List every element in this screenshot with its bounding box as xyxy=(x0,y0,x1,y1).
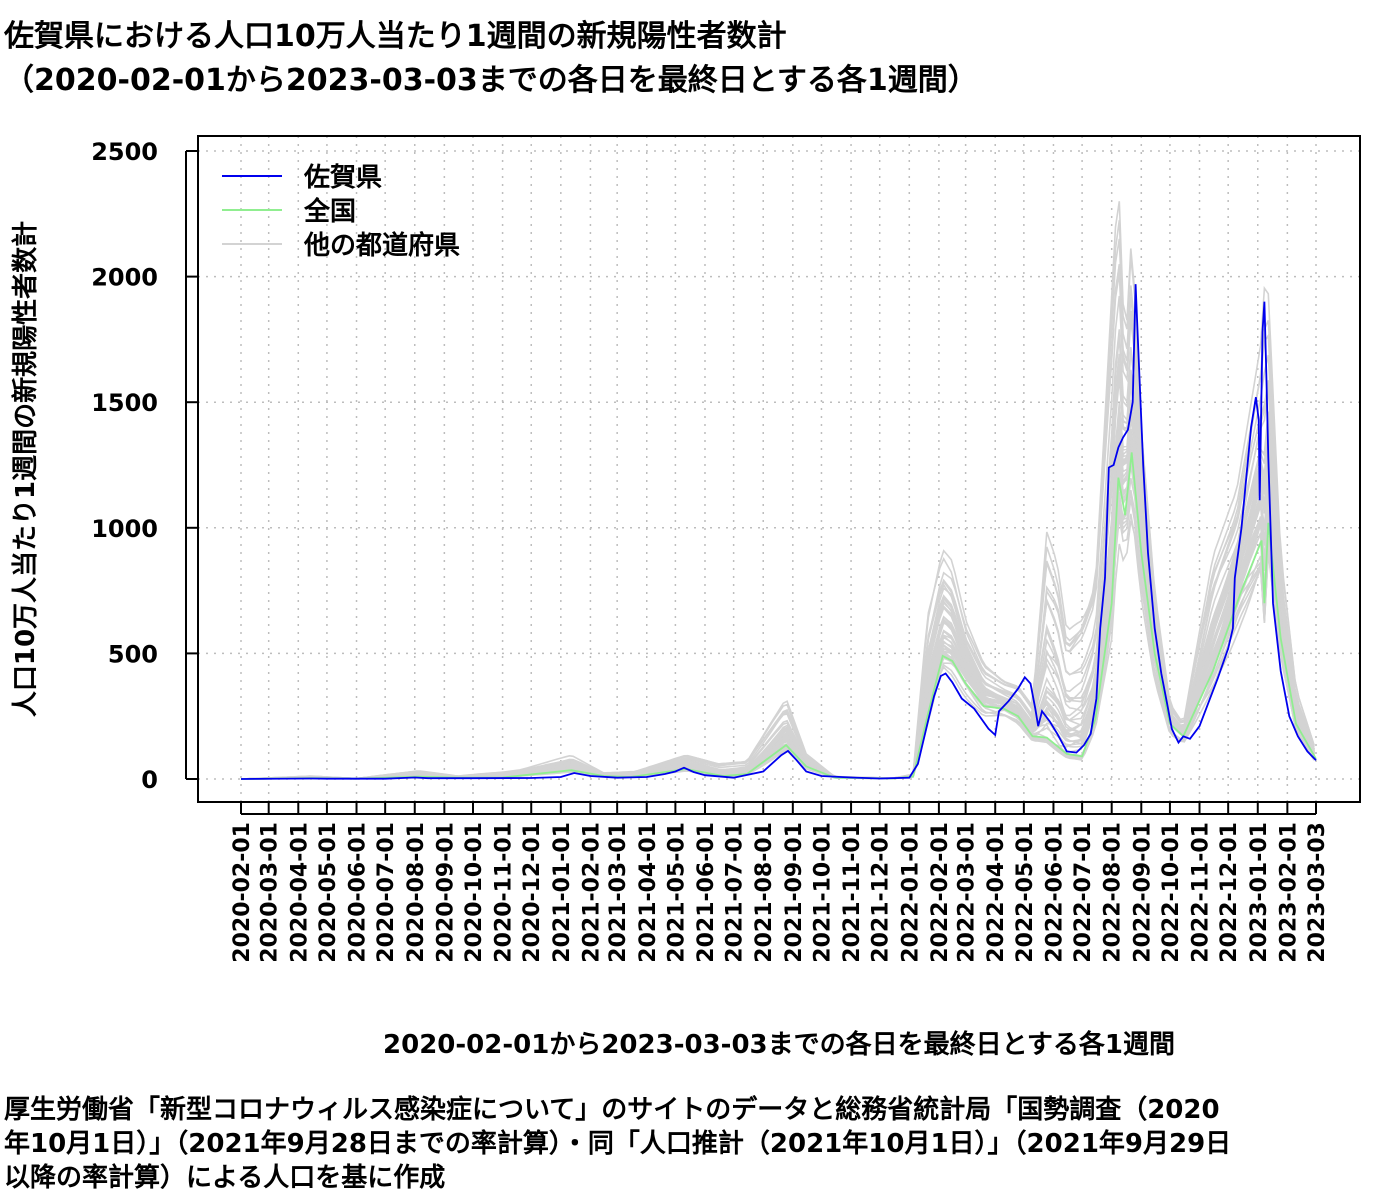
x-tick-label: 2022-06-01 xyxy=(1042,822,1067,963)
other-prefecture-line xyxy=(240,220,1315,780)
x-tick-label: 2020-08-01 xyxy=(404,822,429,963)
x-tick-label: 2021-03-01 xyxy=(606,822,631,963)
y-tick-label: 2000 xyxy=(91,264,158,292)
x-tick-label: 2020-12-01 xyxy=(520,822,545,963)
x-tick-label: 2020-05-01 xyxy=(316,822,341,963)
y-tick-label: 2500 xyxy=(91,138,158,166)
x-tick-label: 2020-07-01 xyxy=(374,822,399,963)
x-tick-label: 2020-02-01 xyxy=(230,822,255,963)
chart-subtitle: （2020-02-01から2023-03-03までの各日を最終日とする各1週間） xyxy=(4,63,978,98)
other-prefecture-line xyxy=(240,418,1315,780)
x-tick-label: 2023-02-01 xyxy=(1276,822,1301,963)
chart-title: 佐賀県における人口10万人当たり1週間の新規陽性者数計 xyxy=(3,19,787,54)
source-note-line: 年10月1日）」（2021年9月28日までの率計算）・同「人口推計（2021年1… xyxy=(4,1128,1231,1159)
x-tick-label: 2022-12-01 xyxy=(1217,822,1242,963)
x-tick-label: 2021-08-01 xyxy=(752,822,777,963)
source-note-line: 厚生労働省「新型コロナウィルス感染症について」のサイトのデータと総務省統計局「国… xyxy=(4,1094,1220,1125)
x-tick-label: 2023-03-03 xyxy=(1305,822,1330,963)
x-tick-label: 2020-09-01 xyxy=(433,822,458,963)
x-tick-label: 2021-10-01 xyxy=(810,822,835,963)
x-tick-label: 2021-02-01 xyxy=(579,822,604,963)
x-tick-label: 2021-01-01 xyxy=(550,822,575,963)
x-tick-label: 2022-08-01 xyxy=(1101,822,1126,963)
x-tick-label: 2023-01-01 xyxy=(1247,822,1272,963)
source-note-line: 以降の率計算）による人口を基に作成 xyxy=(4,1162,445,1193)
other-prefecture-line xyxy=(240,273,1315,780)
x-tick-label: 2021-04-01 xyxy=(636,822,661,963)
y-tick-label: 1500 xyxy=(91,389,158,417)
x-tick-label: 2022-03-01 xyxy=(955,822,980,963)
x-tick-label: 2022-10-01 xyxy=(1159,822,1184,963)
x-tick-label: 2020-10-01 xyxy=(462,822,487,963)
x-tick-label: 2022-01-01 xyxy=(898,822,923,963)
main-series xyxy=(240,284,1317,780)
other-prefecture-line xyxy=(240,201,1315,780)
y-tick-label: 0 xyxy=(141,766,158,794)
x-tick-label: 2021-05-01 xyxy=(664,822,689,963)
source-note: 厚生労働省「新型コロナウィルス感染症について」のサイトのデータと総務省統計局「国… xyxy=(4,1094,1231,1193)
saga-line xyxy=(240,284,1317,780)
x-tick-label: 2022-05-01 xyxy=(1013,822,1038,963)
x-tick-label: 2020-03-01 xyxy=(258,822,283,963)
x-tick-label: 2021-11-01 xyxy=(840,822,865,963)
x-tick-label: 2022-04-01 xyxy=(984,822,1009,963)
other-prefecture-line xyxy=(240,238,1315,780)
x-tick-label: 2022-07-01 xyxy=(1071,822,1096,963)
x-tick-label: 2021-09-01 xyxy=(782,822,807,963)
y-axis-label: 人口10万人当たり1週間の新規陽性者数計 xyxy=(10,221,41,717)
y-tick-label: 1000 xyxy=(91,515,158,543)
other-prefecture-line xyxy=(240,265,1315,780)
x-tick-label: 2022-02-01 xyxy=(928,822,953,963)
national-line xyxy=(240,452,1317,780)
x-tick-label: 2021-07-01 xyxy=(723,822,748,963)
x-tick-label: 2022-11-01 xyxy=(1189,822,1214,963)
plot-frame xyxy=(197,135,1361,803)
y-axis: 0 500 1000 1500 2000 2500 xyxy=(91,138,198,794)
legend-label-national: 全国 xyxy=(303,196,356,227)
y-tick-label: 500 xyxy=(108,640,158,668)
x-axis-label: 2020-02-01から2023-03-03までの各日を最終日とする各1週間 xyxy=(383,1029,1175,1060)
x-tick-label: 2021-06-01 xyxy=(694,822,719,963)
legend-label-others: 他の都道府県 xyxy=(303,230,460,261)
x-tick-label: 2020-04-01 xyxy=(287,822,312,963)
legend-label-saga: 佐賀県 xyxy=(303,163,382,193)
x-tick-label: 2022-09-01 xyxy=(1130,822,1155,963)
other-prefecture-line xyxy=(240,295,1315,780)
x-axis: 2020-02-01 2020-03-01 2020-04-01 2020-05-01… xyxy=(230,802,1330,963)
x-tick-label: 2020-11-01 xyxy=(492,822,517,963)
legend: 佐賀県 全国 他の都道府県 xyxy=(222,163,460,261)
x-tick-label: 2020-06-01 xyxy=(346,822,371,963)
grid-lines xyxy=(198,136,1360,802)
x-tick-label: 2021-12-01 xyxy=(869,822,894,963)
other-prefectures-series xyxy=(240,201,1315,780)
other-prefecture-line xyxy=(240,263,1315,780)
